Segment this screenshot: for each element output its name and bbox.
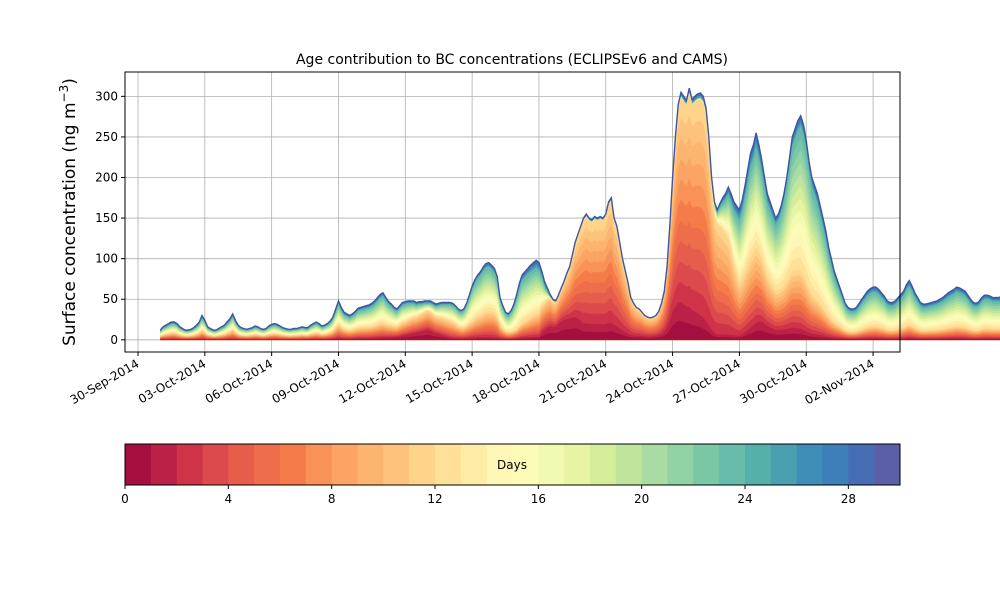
colorbar-segment [745,444,772,485]
colorbar-segment [383,444,410,485]
x-axis: 30-Sep-201403-Oct-201406-Oct-201409-Oct-… [68,352,877,407]
colorbar-segment [641,444,668,485]
colorbar-segment [796,444,823,485]
y-axis-label-main: Surface concentration (ng m [60,102,80,345]
total-outline [159,88,1000,331]
y-axis-label-close: ) [60,78,80,85]
x-tick-label: 24-Oct-2014 [604,356,676,406]
colorbar-segment [512,444,539,485]
colorbar-segment [409,444,436,485]
colorbar-segment [228,444,255,485]
colorbar-segment [460,444,488,485]
x-tick-label: 18-Oct-2014 [470,356,542,406]
colorbar-segment [667,444,694,485]
y-tick-label: 150 [95,211,118,225]
x-tick-label: 15-Oct-2014 [403,356,475,406]
y-tick-label: 200 [95,171,118,185]
colorbar-segment [719,444,746,485]
plot-frame [124,71,901,353]
plot-areas [159,88,1000,340]
colorbar: 0 4 8 12 16 20 24 28 [121,443,901,506]
colorbar-segment [150,444,178,485]
colorbar-tick-label: 8 [328,492,336,506]
colorbar-segment [176,444,203,485]
y-tick-label: 50 [103,292,118,306]
colorbar-tick-label: 24 [737,492,752,506]
colorbar-tick-label: 12 [427,492,442,506]
colorbar-segment [538,444,565,485]
colorbar-segment [486,444,513,485]
x-tick-label: 27-Oct-2014 [670,356,742,406]
colorbar-segment [770,444,798,485]
colorbar-segment [254,444,281,485]
colorbar-label: Days [497,458,527,472]
colorbar-segment [435,444,462,485]
colorbar-segment [615,444,643,485]
colorbar-segment [125,444,152,485]
colorbar-segment [331,444,358,485]
x-tick-label: 30-Oct-2014 [737,356,809,406]
colorbar-tick-label: 20 [634,492,649,506]
y-axis: 0 50 100 150 200 250 300 [95,89,125,347]
x-tick-label: 02-Nov-2014 [802,356,876,407]
y-axis-label: Surface concentration (ng m−3) [57,78,80,346]
colorbar-segment [822,444,849,485]
colorbar-segment [693,444,720,485]
colorbar-tick-label: 0 [121,492,129,506]
y-tick-label: 300 [95,89,118,103]
colorbar-frame [124,443,901,486]
x-tick-label: 21-Oct-2014 [537,356,609,406]
x-tick-label: 12-Oct-2014 [336,356,408,406]
y-tick-label: 100 [95,252,118,266]
colorbar-segment [280,444,307,485]
colorbar-segment [874,444,901,485]
colorbar-segment [202,444,229,485]
x-tick-label: 03-Oct-2014 [136,356,208,406]
colorbar-tick-label: 4 [225,492,233,506]
x-tick-label: 09-Oct-2014 [270,356,342,406]
colorbar-segment [848,444,875,485]
colorbar-segment [357,444,384,485]
colorbar-segment [305,444,333,485]
x-tick-label: 30-Sep-2014 [68,356,142,407]
chart-title: Age contribution to BC concentrations (E… [296,52,728,68]
age-band-0 [160,320,1000,340]
colorbar-segment [590,444,617,485]
x-tick-label: 06-Oct-2014 [203,356,275,406]
colorbar-tick-label: 28 [841,492,856,506]
colorbar-tick-label: 16 [531,492,546,506]
y-tick-label: 250 [95,130,118,144]
y-tick-label: 0 [110,333,118,347]
colorbar-segment [564,444,591,485]
y-axis-label-superscript: −3 [57,85,71,103]
